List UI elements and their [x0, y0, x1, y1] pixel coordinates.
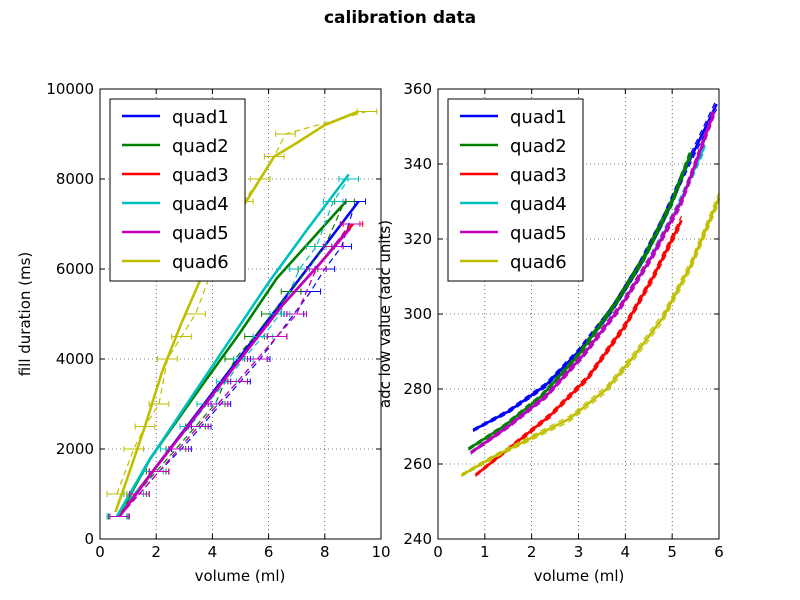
- y-tick-label: 6000: [56, 260, 94, 278]
- series-measured-quad2: [468, 147, 692, 449]
- legend-label-quad3: quad3: [510, 165, 567, 186]
- left-plot-frame: [99, 88, 382, 540]
- series-measured-quad6: [461, 192, 720, 475]
- y-tick-label: 10000: [46, 80, 94, 98]
- y-tick-label: 8000: [56, 170, 94, 188]
- right-legend: quad1 quad2 quad3 quad4 quad5 quad6: [447, 98, 584, 282]
- right-series-group: [460, 98, 721, 477]
- series-fit-quad6: [460, 197, 721, 477]
- legend-label-quad1: quad1: [172, 107, 229, 128]
- left-y-axis-label: fill duration (ms): [16, 252, 34, 377]
- series-fit-quad5: [118, 227, 352, 518]
- x-tick-label: 5: [667, 543, 677, 561]
- x-tick-label: 4: [621, 543, 631, 561]
- series-fit-quad3: [474, 219, 683, 477]
- legend-label-quad5: quad5: [510, 223, 567, 244]
- x-tick-label: 6: [714, 543, 724, 561]
- y-tick-label: 0: [84, 530, 94, 548]
- series-measured-quad5: [470, 115, 715, 455]
- x-tick-label: 6: [264, 543, 274, 561]
- y-tick-label: 300: [403, 305, 432, 323]
- series-measured-quad5: [470, 106, 715, 453]
- left-legend: quad1 quad2 quad3 quad4 quad5 quad6: [109, 98, 246, 282]
- y-tick-label: 340: [403, 155, 432, 173]
- series-fit-quad5: [470, 111, 716, 454]
- legend-label-quad3: quad3: [172, 165, 229, 186]
- x-tick-label: 3: [574, 543, 584, 561]
- x-tick-label: 0: [95, 543, 105, 561]
- left-axes: 0 2 4 6 8 10 0 2000 4000 6000 8000 10000 volume (ml…: [16, 80, 391, 585]
- series-fit-quad4: [115, 173, 350, 518]
- series-fit-quad2: [467, 152, 693, 451]
- legend-label-quad4: quad4: [510, 194, 567, 215]
- legend-label-quad2: quad2: [172, 136, 229, 157]
- legend-label-quad6: quad6: [510, 252, 567, 273]
- left-x-axis-label: volume (ml): [195, 567, 286, 585]
- x-tick-label: 1: [480, 543, 490, 561]
- series-measured-quad3: [475, 215, 683, 475]
- y-tick-label: 320: [403, 230, 432, 248]
- legend-label-quad5: quad5: [172, 223, 229, 244]
- series-measured-quad1: [472, 98, 718, 430]
- x-tick-label: 0: [433, 543, 443, 561]
- x-tick-label: 10: [371, 543, 390, 561]
- legend-box: [109, 98, 246, 282]
- legend-label-quad2: quad2: [510, 136, 567, 157]
- figure-title: calibration data: [323, 8, 477, 28]
- right-axes: 0 1 2 3 4 5 6 240 260 280 300 320 340 360 volume (ml)…: [376, 80, 724, 585]
- y-tick-label: 2000: [56, 440, 94, 458]
- y-tick-label: 360: [403, 80, 432, 98]
- series-measured-quad6: [461, 202, 720, 477]
- legend-label-quad1: quad1: [510, 107, 567, 128]
- x-tick-label: 2: [527, 543, 537, 561]
- right-ticks: 0 1 2 3 4 5 6 240 260 280 300 320 340 360: [403, 80, 723, 561]
- legend-box: [447, 98, 584, 282]
- x-tick-label: 8: [320, 543, 330, 561]
- series-measured-quad2: [468, 157, 692, 451]
- right-x-axis-label: volume (ml): [534, 567, 625, 585]
- y-tick-label: 4000: [56, 350, 94, 368]
- y-tick-label: 280: [403, 380, 432, 398]
- left-ticks: 0 2 4 6 8 10 0 2000 4000 6000 8000 10000: [46, 80, 390, 561]
- x-tick-label: 4: [208, 543, 218, 561]
- legend-label-quad6: quad6: [172, 252, 229, 273]
- y-tick-label: 240: [403, 530, 432, 548]
- right-y-axis-label: adc low value (adc units): [376, 220, 394, 408]
- y-tick-label: 260: [403, 455, 432, 473]
- left-series-group: [106, 108, 378, 520]
- x-tick-label: 2: [151, 543, 161, 561]
- legend-label-quad4: quad4: [172, 194, 229, 215]
